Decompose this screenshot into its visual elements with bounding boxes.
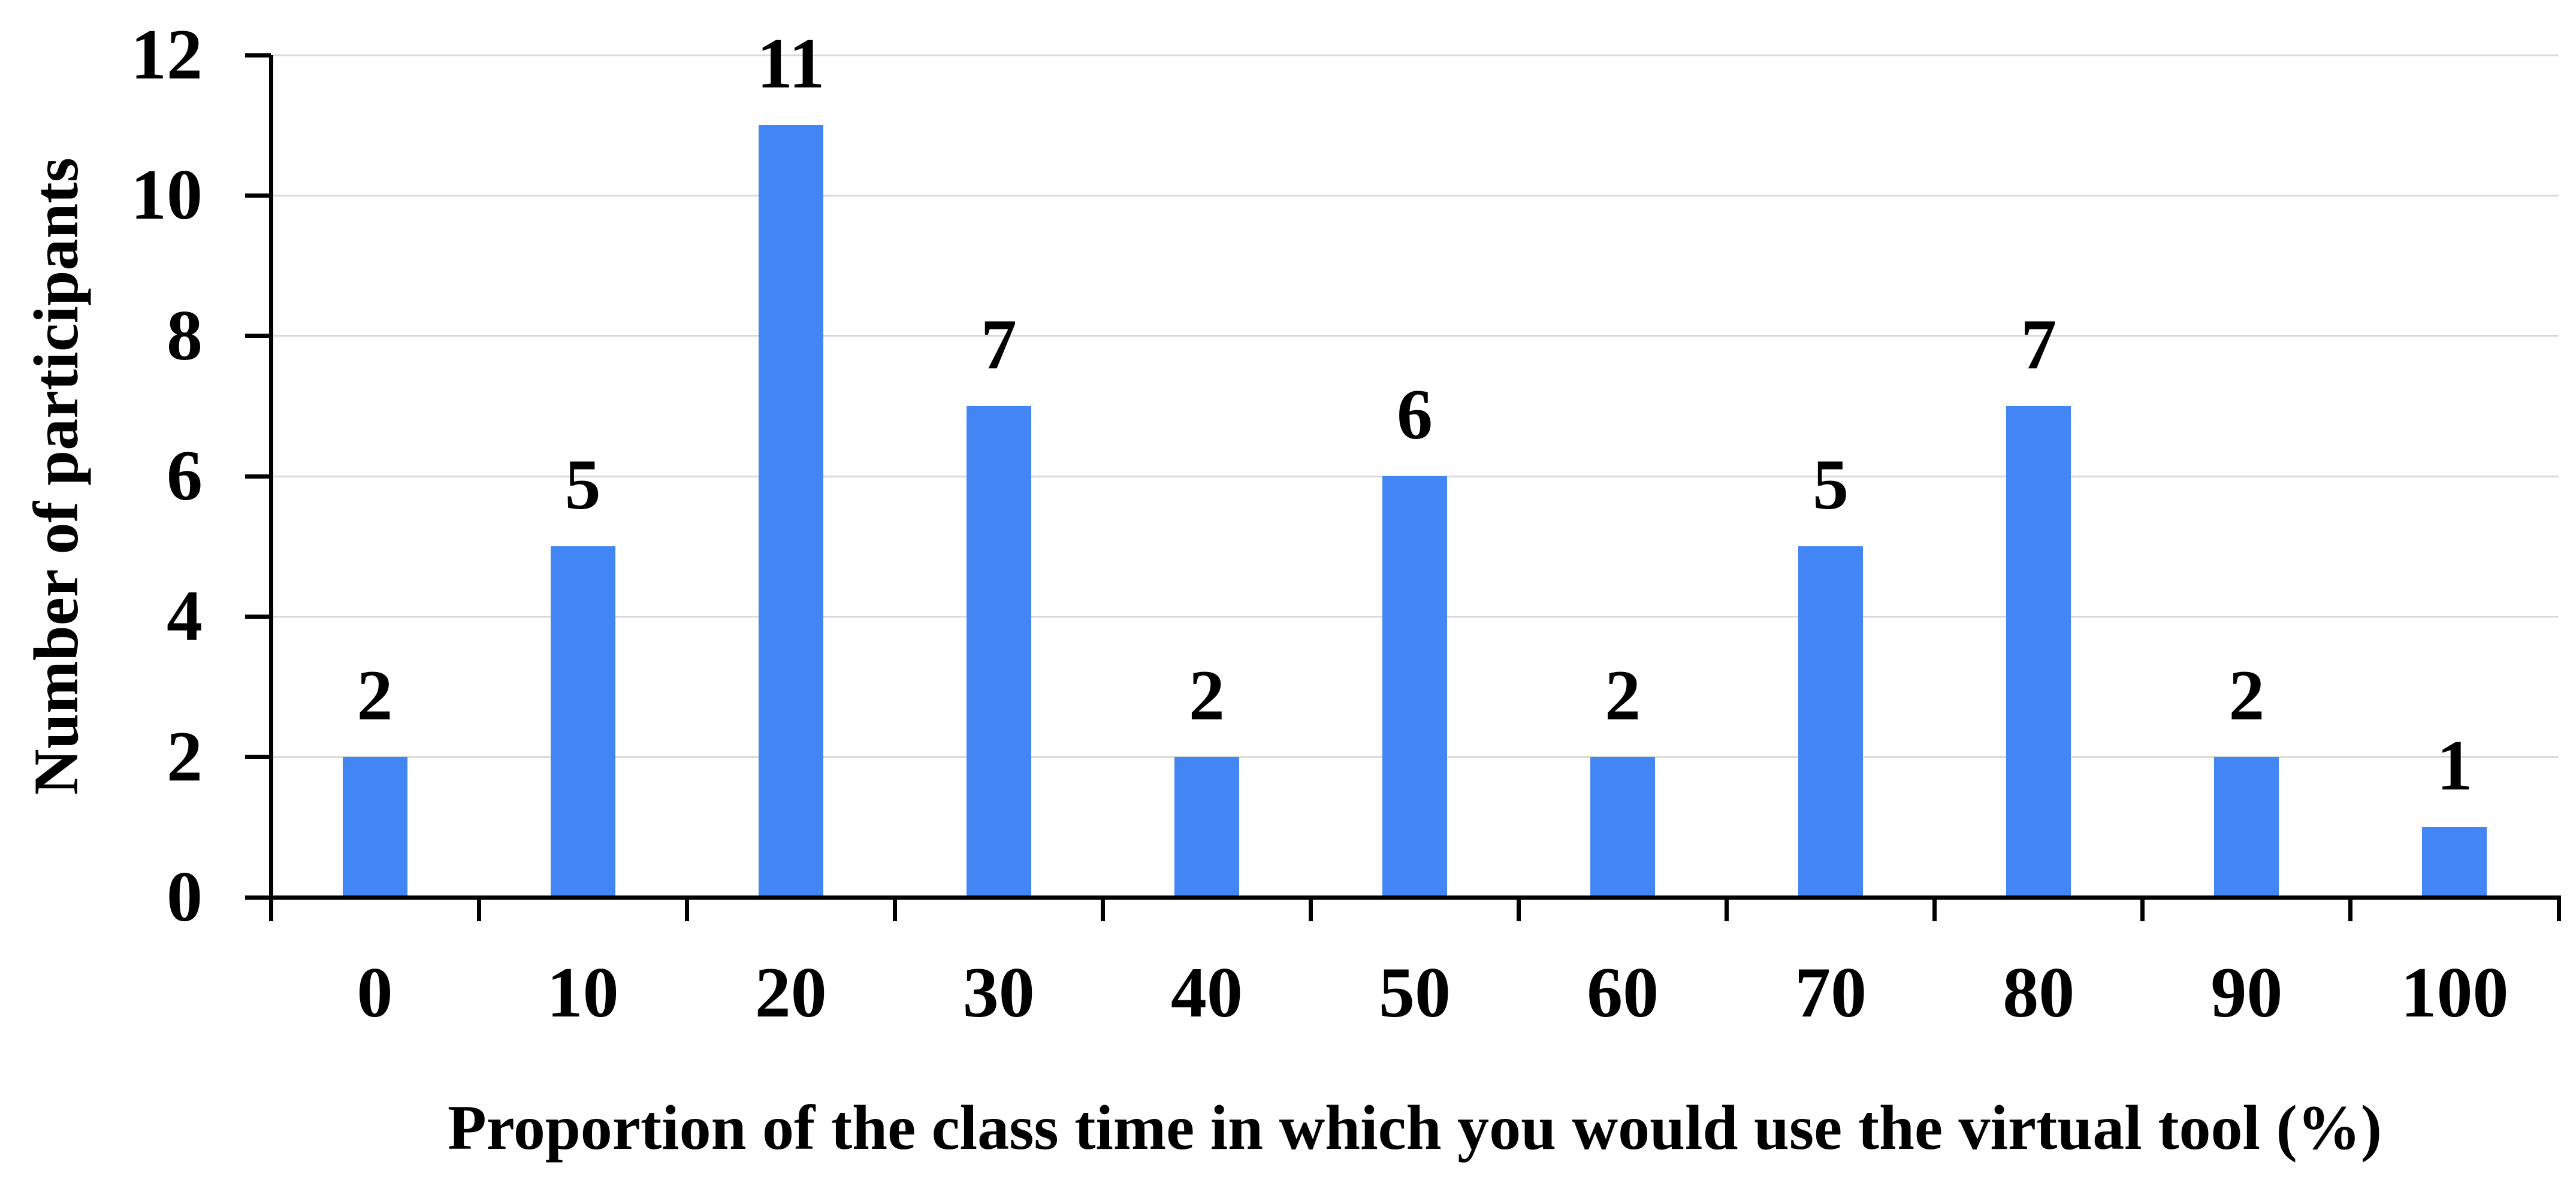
- y-tick: [244, 193, 271, 198]
- x-tick-label: 30: [962, 952, 1035, 1032]
- y-tick: [244, 53, 271, 58]
- y-tick-label: 8: [167, 295, 203, 375]
- y-tick-label: 0: [167, 857, 203, 936]
- bar: [758, 125, 823, 897]
- y-tick: [244, 474, 271, 479]
- x-axis-line: [268, 895, 2561, 900]
- x-tick: [684, 897, 689, 921]
- bar: [1382, 476, 1447, 897]
- bar-value-label: 2: [357, 655, 393, 735]
- x-tick-label: 80: [2003, 952, 2075, 1032]
- x-tick-label: 70: [1795, 952, 1867, 1032]
- y-tick-label: 4: [167, 576, 203, 656]
- y-tick: [244, 334, 271, 338]
- bar: [966, 406, 1031, 897]
- bar-value-label: 11: [757, 23, 825, 104]
- y-axis-line: [268, 55, 273, 900]
- x-tick-label: 60: [1587, 952, 1659, 1032]
- x-tick: [1308, 897, 1313, 921]
- x-tick: [2348, 897, 2353, 921]
- y-tick-label: 2: [167, 716, 203, 796]
- bar: [1798, 546, 1864, 897]
- y-tick: [244, 755, 271, 760]
- x-tick: [1932, 897, 1937, 921]
- x-tick: [1725, 897, 1729, 921]
- y-tick-label: 6: [167, 435, 203, 515]
- bar: [1590, 757, 1656, 897]
- x-tick-label: 0: [357, 952, 393, 1032]
- gridline: [271, 194, 2559, 196]
- bar: [2214, 757, 2279, 897]
- bar-value-label: 2: [2228, 655, 2265, 735]
- x-tick-label: 40: [1170, 952, 1243, 1032]
- bar: [550, 546, 615, 897]
- x-tick-label: 100: [2400, 952, 2509, 1032]
- bar: [2422, 827, 2487, 897]
- y-tick-label: 10: [131, 155, 203, 235]
- bar-value-label: 7: [980, 304, 1017, 384]
- gridline: [271, 54, 2559, 56]
- x-tick: [268, 897, 273, 921]
- x-axis-title: Proportion of the class time in which yo…: [447, 1093, 2382, 1163]
- x-tick-label: 10: [546, 952, 619, 1032]
- x-tick: [1100, 897, 1105, 921]
- bar-value-label: 2: [1605, 655, 1641, 735]
- x-tick-label: 20: [754, 952, 827, 1032]
- bar-value-label: 7: [2021, 304, 2057, 384]
- bar-value-label: 2: [1188, 655, 1225, 735]
- gridline: [271, 335, 2559, 337]
- bar-value-label: 5: [1813, 444, 1849, 525]
- x-tick: [2140, 897, 2145, 921]
- x-tick: [476, 897, 481, 921]
- bar-value-label: 6: [1397, 374, 1433, 454]
- bar: [342, 757, 407, 897]
- y-tick-label: 12: [131, 14, 203, 94]
- bar: [1174, 757, 1239, 897]
- x-tick-label: 50: [1378, 952, 1451, 1032]
- x-tick: [892, 897, 897, 921]
- bar-value-label: 1: [2436, 725, 2473, 805]
- y-tick: [244, 614, 271, 619]
- y-tick: [244, 895, 271, 900]
- bar: [2006, 406, 2071, 897]
- x-tick: [2556, 897, 2561, 921]
- x-tick-label: 90: [2210, 952, 2283, 1032]
- x-tick: [1517, 897, 1521, 921]
- bar-value-label: 5: [564, 444, 601, 525]
